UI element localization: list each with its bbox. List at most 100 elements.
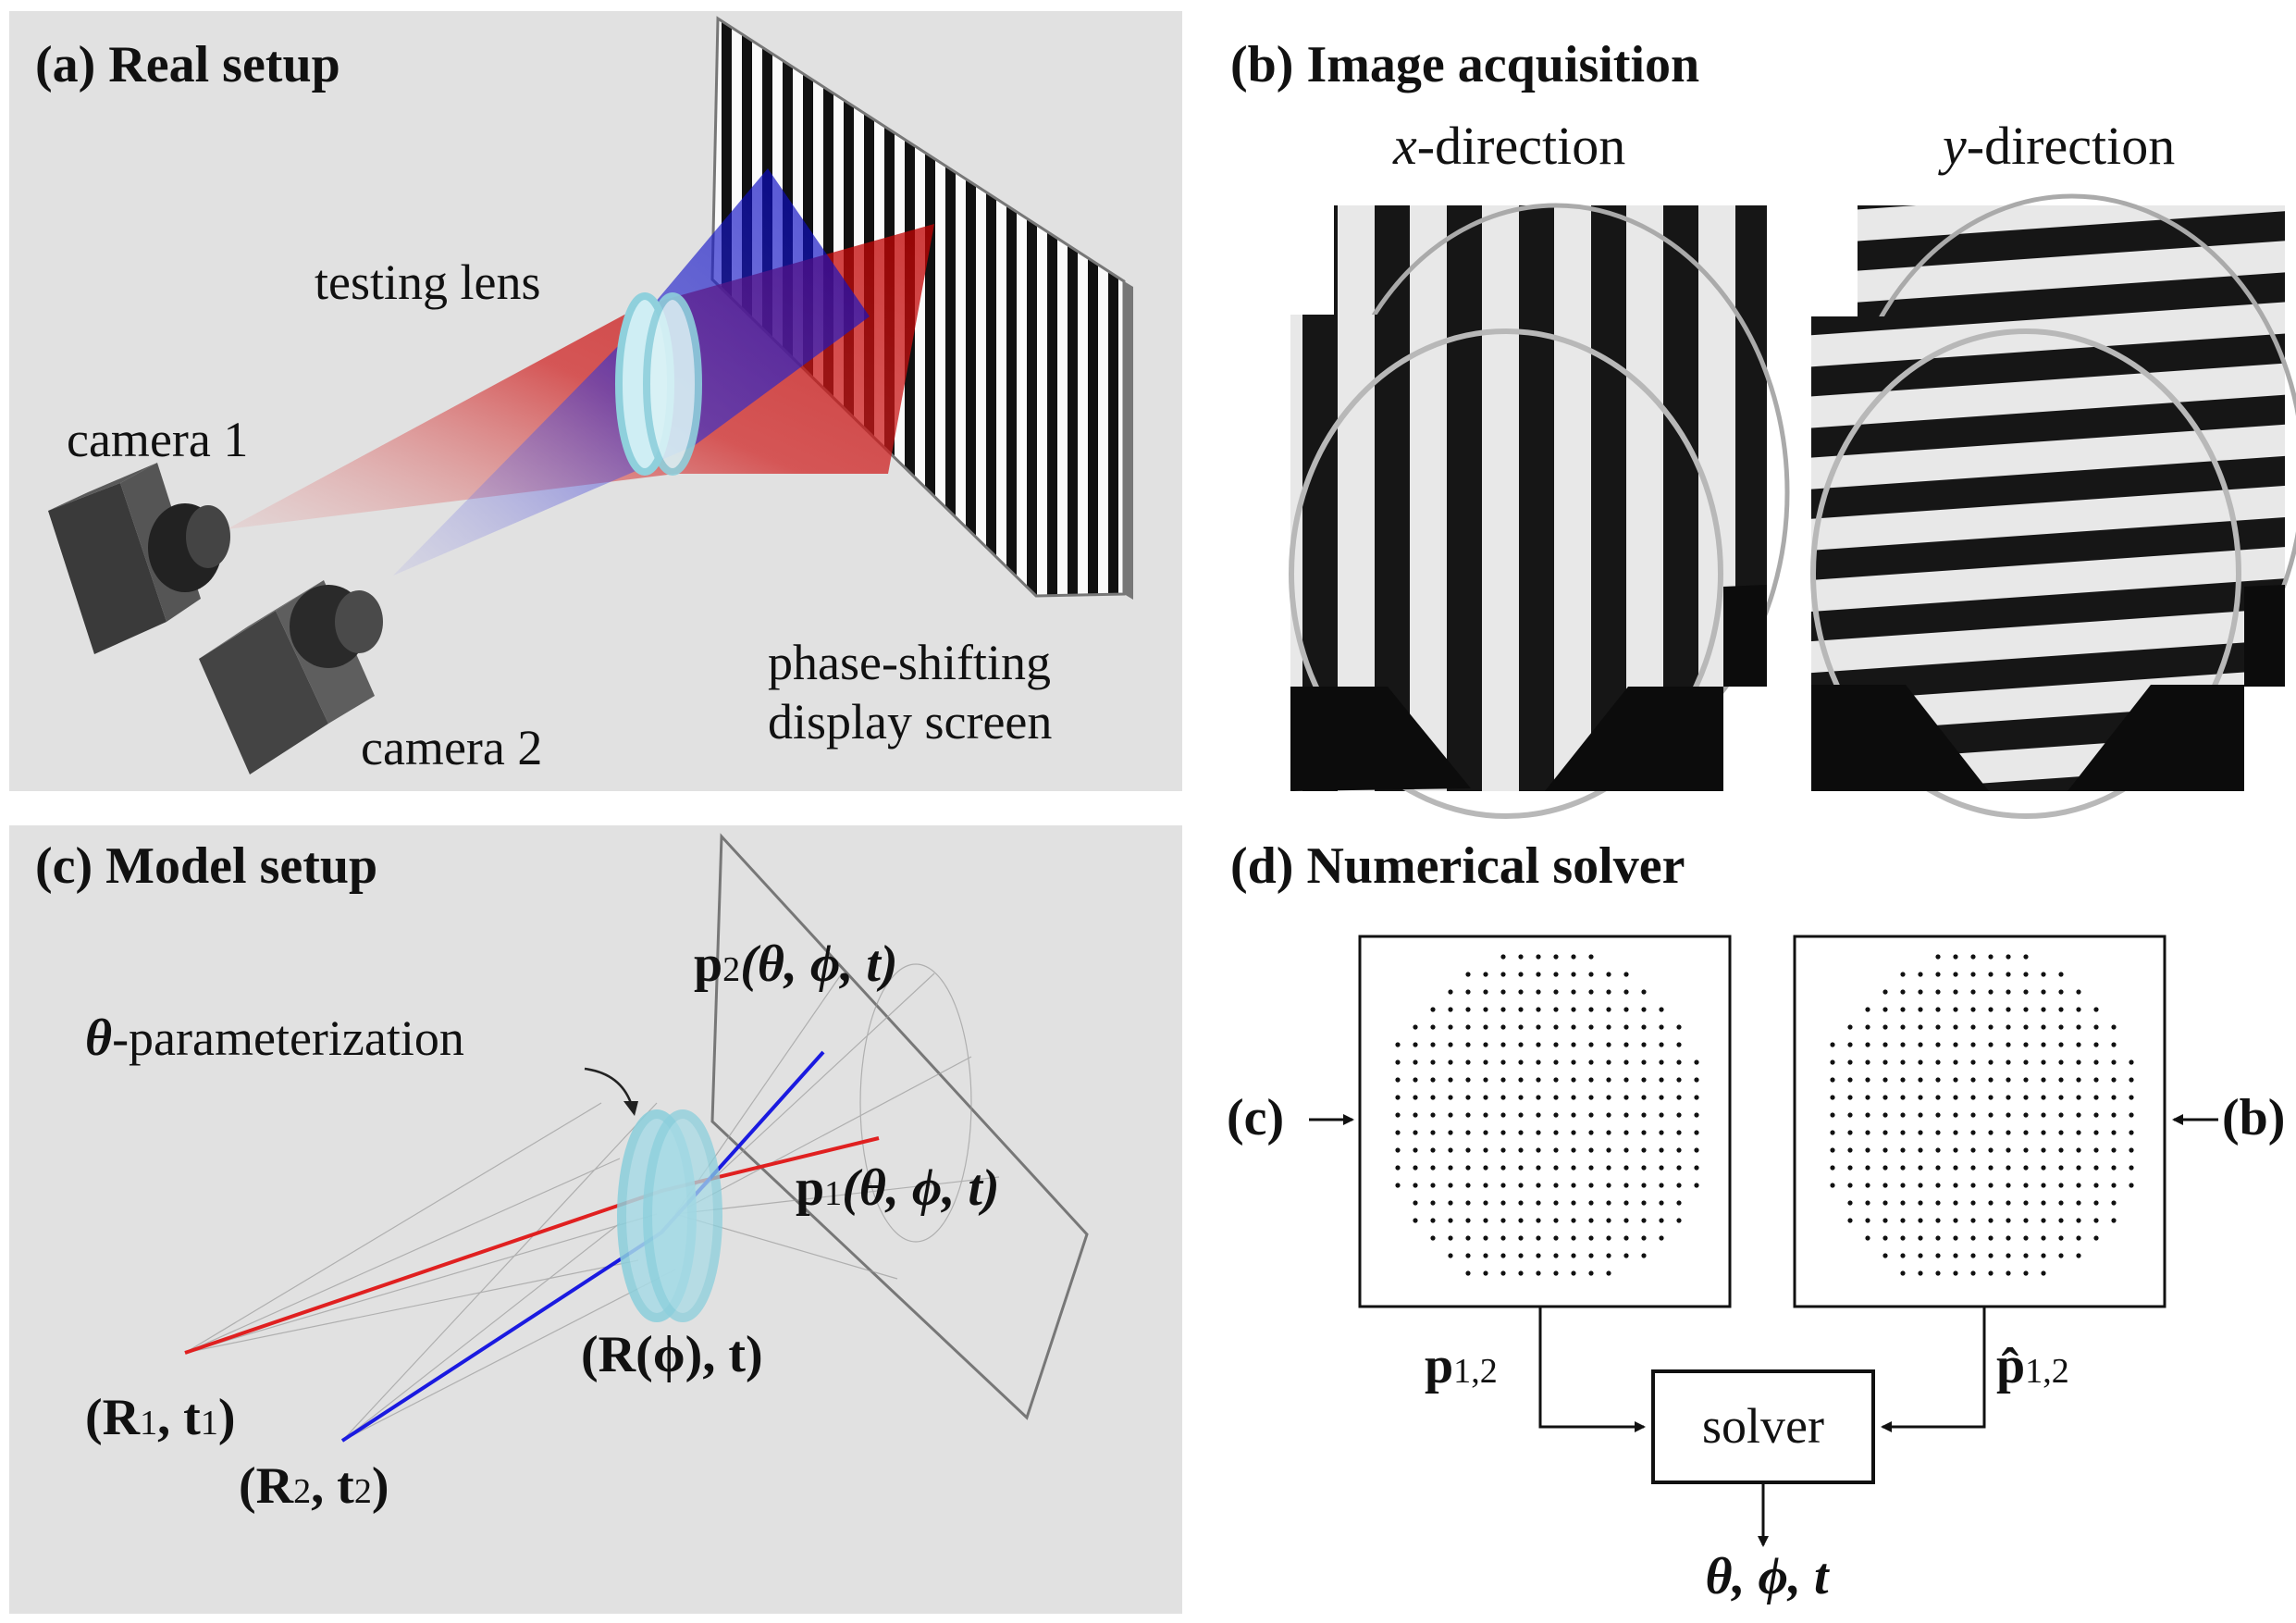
grid-dot xyxy=(2111,1130,2117,1135)
grid-dot xyxy=(1694,1130,1699,1135)
grid-dot xyxy=(1953,1024,1958,1030)
cam1-t: t xyxy=(183,1389,201,1446)
grid-dot xyxy=(2111,1112,2117,1118)
grid-dot xyxy=(1588,1165,1594,1171)
grid-dot xyxy=(1988,972,1994,977)
x-variable: x xyxy=(1393,116,1417,176)
grid-dot xyxy=(1900,1218,1906,1223)
grid-dot xyxy=(1847,1095,1853,1100)
grid-dot xyxy=(1988,1024,1994,1030)
grid-dot xyxy=(1970,1042,1976,1047)
grid-dot xyxy=(1571,1235,1576,1241)
grid-dot xyxy=(2111,1077,2117,1083)
grid-dot xyxy=(1518,1007,1524,1012)
grid-dot xyxy=(1536,1059,1541,1065)
grid-dot xyxy=(1395,1042,1401,1047)
grid-dot xyxy=(1413,1095,1418,1100)
grid-dot xyxy=(2129,1112,2134,1118)
grid-dot xyxy=(1918,1007,1923,1012)
grid-dot xyxy=(1588,1059,1594,1065)
grid-dot xyxy=(1395,1059,1401,1065)
phat-label: p̂1,2 xyxy=(1996,1336,2069,1395)
grid-dot xyxy=(1918,1042,1923,1047)
grid-dot xyxy=(1571,1059,1576,1065)
grid-dot xyxy=(1935,1007,1941,1012)
grid-dot xyxy=(1623,1165,1629,1171)
panel-a-title: (a) Real setup xyxy=(35,36,340,93)
grid-dot xyxy=(1536,1024,1541,1030)
grid-dot xyxy=(1571,1042,1576,1047)
grid-dot xyxy=(1536,1253,1541,1258)
grid-dot xyxy=(2058,1165,2064,1171)
grid-dot xyxy=(1483,1077,1488,1083)
grid-dot xyxy=(1900,1112,1906,1118)
grid-dot xyxy=(2111,1165,2117,1171)
grid-dot xyxy=(1588,1270,1594,1276)
grid-dot xyxy=(1623,1235,1629,1241)
grid-dot xyxy=(1953,972,1958,977)
grid-dot xyxy=(2093,1218,2099,1223)
grid-dot xyxy=(1641,1218,1647,1223)
grid-dot xyxy=(1553,1130,1559,1135)
grid-dot xyxy=(1970,1059,1976,1065)
grid-dot xyxy=(1553,1024,1559,1030)
grid-dot xyxy=(1847,1130,1853,1135)
grid-dot xyxy=(2093,1200,2099,1206)
grid-dot xyxy=(2093,1183,2099,1188)
phat-base: p̂ xyxy=(1996,1337,2026,1394)
x-direction-label: x-direction xyxy=(1393,115,1625,177)
grid-dot xyxy=(1641,1165,1647,1171)
panel-b-title: (b) Image acquisition xyxy=(1230,36,1700,93)
grid-dot xyxy=(1448,989,1453,995)
grid-dot xyxy=(2006,1059,2011,1065)
grid-dot xyxy=(1588,954,1594,960)
grid-dot xyxy=(1465,1183,1471,1188)
grid-dot xyxy=(2111,1024,2117,1030)
grid-dot xyxy=(2129,1183,2134,1188)
grid-dot xyxy=(2076,1059,2081,1065)
grid-dot xyxy=(1395,1095,1401,1100)
grid-dot xyxy=(1536,1095,1541,1100)
grid-dot xyxy=(2058,1235,2064,1241)
grid-dot xyxy=(1518,954,1524,960)
grid-dot xyxy=(1571,989,1576,995)
grid-dot xyxy=(1900,1130,1906,1135)
grid-dot xyxy=(1395,1112,1401,1118)
grid-dot xyxy=(2093,1042,2099,1047)
grid-dot xyxy=(1900,1270,1906,1276)
grid-dot xyxy=(1571,1095,1576,1100)
grid-dot xyxy=(1988,1042,1994,1047)
grid-dot xyxy=(1900,1007,1906,1012)
grid-dot xyxy=(1395,1077,1401,1083)
grid-dot xyxy=(1623,972,1629,977)
grid-dot xyxy=(2041,1059,2046,1065)
grid-dot xyxy=(1553,989,1559,995)
grid-dot xyxy=(1430,1112,1436,1118)
grid-dot xyxy=(1483,1183,1488,1188)
grid-dot xyxy=(1694,1077,1699,1083)
ray-fan xyxy=(184,963,1000,1442)
grid-dot xyxy=(1448,1165,1453,1171)
grid-dot xyxy=(1830,1042,1835,1047)
grid-dot xyxy=(1847,1077,1853,1083)
grid-dot xyxy=(1413,1112,1418,1118)
y-direction-label: y-direction xyxy=(1943,115,2175,177)
grid-dot xyxy=(1518,1147,1524,1153)
grid-dot xyxy=(1900,1024,1906,1030)
grid-dot xyxy=(1465,1112,1471,1118)
grid-dot xyxy=(1935,1235,1941,1241)
red-ray xyxy=(184,1136,880,1355)
grid-dot xyxy=(1641,989,1647,995)
grid-dot xyxy=(1430,1183,1436,1188)
grid-dot xyxy=(1970,1147,1976,1153)
grid-dot xyxy=(1553,1235,1559,1241)
grid-dot xyxy=(2006,1218,2011,1223)
grid-dot xyxy=(1988,1077,1994,1083)
grid-dot xyxy=(2058,1077,2064,1083)
grid-dot xyxy=(1448,1235,1453,1241)
camera-2-label: camera 2 xyxy=(361,720,543,775)
grid-dot xyxy=(1623,1200,1629,1206)
grid-dot xyxy=(1553,1095,1559,1100)
grid-dot xyxy=(2076,1112,2081,1118)
grid-dot xyxy=(1448,1253,1453,1258)
